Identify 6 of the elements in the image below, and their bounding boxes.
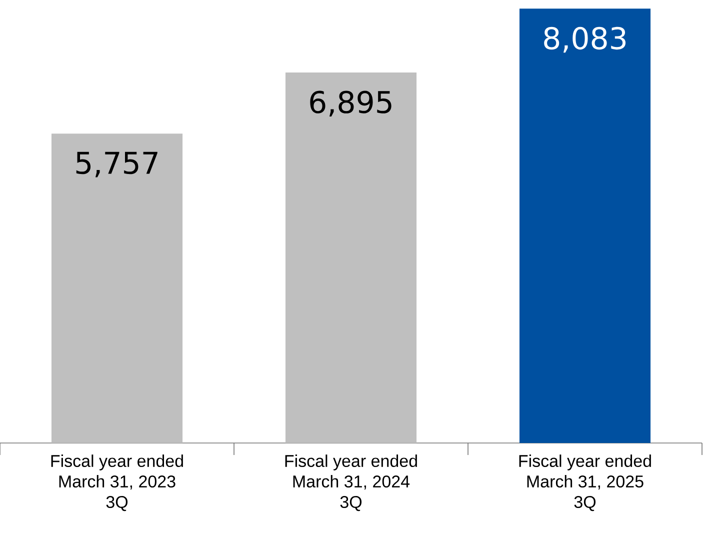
x-tick-label: Fiscal year ended March 31, 2024 3Q xyxy=(285,454,417,512)
x-tick-label: Fiscal year ended March 31, 2023 3Q xyxy=(51,454,183,512)
data-label: 8,083 xyxy=(544,26,626,53)
data-label: 6,895 xyxy=(310,90,392,116)
x-tick-label: Fiscal year ended March 31, 2025 3Q xyxy=(519,454,651,512)
data-label: 5,757 xyxy=(76,152,158,178)
